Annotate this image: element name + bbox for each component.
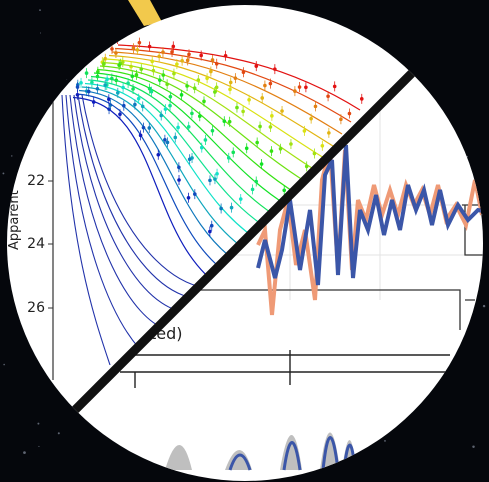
- panels: 22 24 26 Apparent ted): [7, 34, 483, 471]
- frame: [120, 350, 460, 388]
- star: [39, 9, 41, 12]
- star: [481, 214, 483, 216]
- y-axis-label: Apparent: [7, 190, 22, 250]
- fit-curve: [114, 47, 352, 123]
- star: [66, 79, 68, 80]
- fit-curve: [72, 96, 226, 291]
- fit-curve: [102, 61, 316, 171]
- steep-curve: [65, 94, 139, 348]
- y-tick-label: 26: [27, 300, 45, 316]
- fit-curve: [111, 51, 343, 135]
- star: [40, 32, 42, 34]
- fit-curve: [81, 86, 253, 255]
- divider: [66, 61, 424, 419]
- star: [3, 363, 5, 366]
- star: [384, 440, 386, 442]
- y-tick-label: 24: [27, 236, 45, 252]
- fit-curve: [99, 65, 307, 183]
- star: [37, 422, 40, 425]
- fit-curve: [93, 72, 289, 207]
- fit-curve: [105, 58, 325, 159]
- line-blue: [256, 144, 483, 286]
- fit-curve: [117, 44, 361, 111]
- star: [23, 451, 26, 455]
- y-tick-label: 22: [27, 173, 45, 189]
- star: [57, 432, 60, 435]
- star: [11, 155, 13, 157]
- fit-curve: [87, 79, 271, 231]
- fit-curve: [75, 93, 235, 279]
- yellow-stripe: [128, 0, 162, 26]
- star: [38, 445, 40, 448]
- star: [482, 304, 486, 308]
- fit-curve: [84, 82, 262, 243]
- curves: [61, 34, 364, 366]
- steep-curve: [61, 94, 111, 366]
- star: [472, 445, 475, 448]
- left-panel: 22 24 26 Apparent: [7, 34, 364, 380]
- steep-curve: [69, 94, 167, 330]
- star: [2, 172, 5, 175]
